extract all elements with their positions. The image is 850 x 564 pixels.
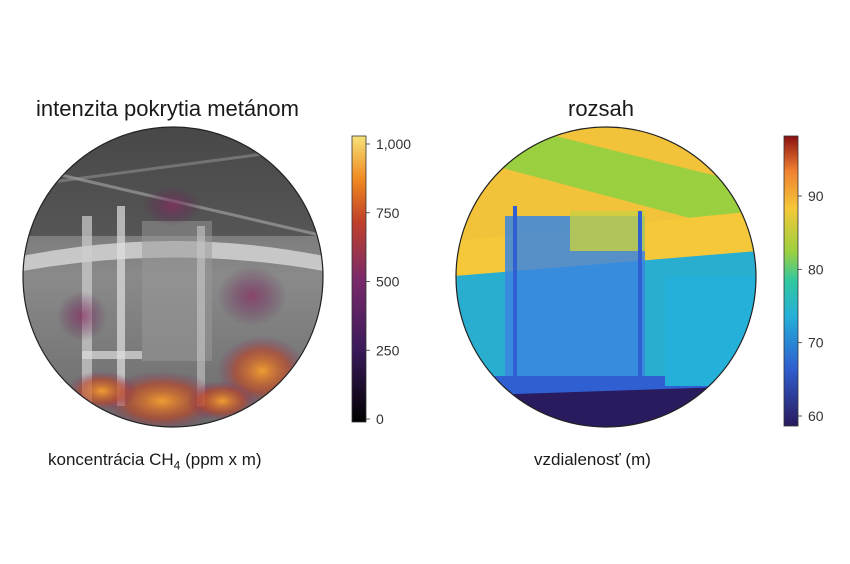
right-panel-caption: vzdialenosť (m) [534, 450, 651, 469]
colorbar-tick-label: 70 [808, 335, 824, 351]
colorbar-tick-label: 500 [376, 274, 400, 290]
methane-colorbar: 0 250 500 750 1,000 [351, 135, 411, 427]
range-colorbar: 60 70 80 90 [783, 135, 824, 427]
methane-intensity-image [22, 126, 324, 428]
left-panel-caption: koncentrácia CH4 (ppm x m) [48, 450, 262, 472]
colorbar-tick-label: 80 [808, 261, 824, 277]
colorbar-tick-label: 250 [376, 342, 400, 358]
colorbar-tick-label: 750 [376, 205, 400, 221]
left-panel-title: intenzita pokrytia metánom [36, 96, 299, 121]
caption-prefix: koncentrácia CH [48, 450, 174, 469]
caption-subscript: 4 [173, 458, 181, 473]
range-image [455, 126, 757, 428]
colorbar-tick-label: 60 [808, 408, 824, 424]
colorbar-tick-label: 0 [376, 411, 384, 427]
colorbar-tick-label: 1,000 [376, 136, 411, 152]
right-panel-title: rozsah [568, 96, 635, 121]
caption-suffix: (ppm x m) [180, 450, 262, 469]
colorbar-tick-label: 90 [808, 188, 824, 204]
